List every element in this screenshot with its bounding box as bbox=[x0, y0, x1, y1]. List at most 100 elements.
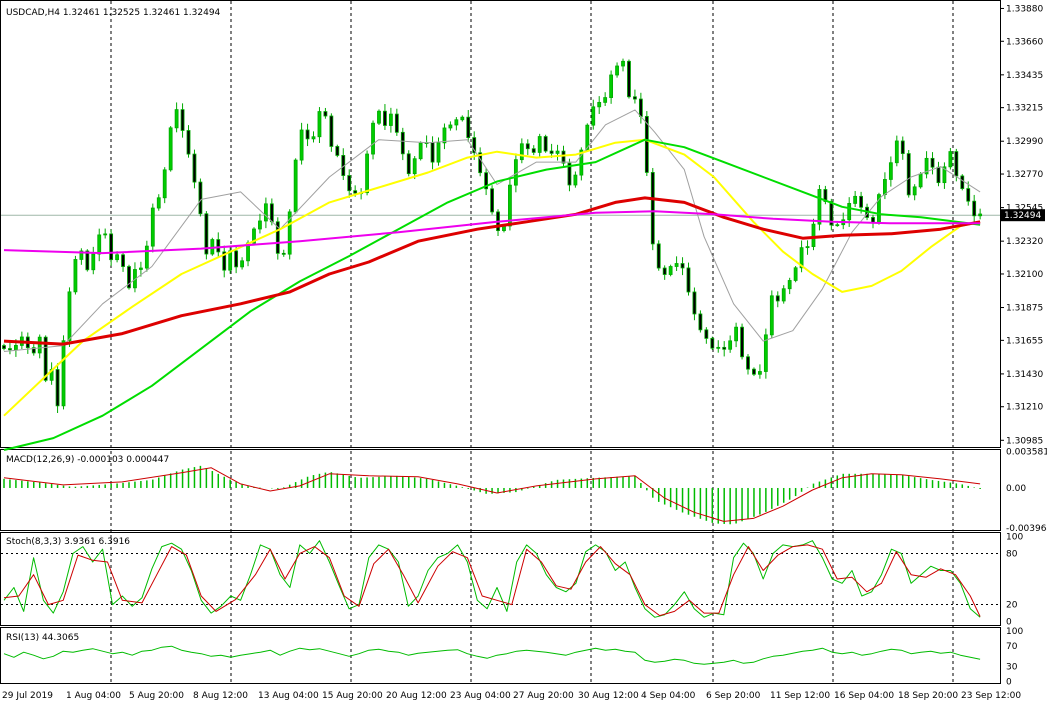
candle bbox=[287, 209, 292, 260]
candle bbox=[960, 174, 965, 191]
rsi-pane[interactable] bbox=[3, 645, 981, 665]
macd-pane[interactable] bbox=[3, 465, 981, 525]
chart-header: USDCAD,H4 1.32461 1.32525 1.32461 1.3249… bbox=[6, 8, 221, 18]
candle-body-bull bbox=[912, 186, 917, 196]
candle-body-bull bbox=[847, 203, 852, 221]
candle-body-bear bbox=[561, 150, 566, 164]
candle-body-bull bbox=[579, 149, 584, 176]
candle-body-bear bbox=[704, 329, 709, 339]
candle bbox=[240, 257, 244, 270]
candle-body-bear bbox=[543, 136, 548, 152]
candle bbox=[490, 185, 494, 215]
candle-body-bear bbox=[269, 203, 274, 223]
candle bbox=[769, 290, 774, 339]
candle bbox=[263, 197, 268, 229]
candle bbox=[627, 59, 631, 99]
candle-body-bear bbox=[662, 267, 667, 275]
pane-frames bbox=[0, 0, 1001, 684]
candle bbox=[930, 152, 935, 175]
candle bbox=[835, 222, 840, 227]
candle-body-bull bbox=[138, 267, 143, 270]
price-tag-label: 1.32494 bbox=[1004, 211, 1041, 221]
candle-body-bear bbox=[2, 345, 6, 349]
candle bbox=[383, 104, 387, 130]
candle-body-bear bbox=[234, 250, 239, 268]
price-tag-bg bbox=[1001, 209, 1045, 222]
candle bbox=[668, 264, 673, 277]
candle bbox=[781, 285, 786, 304]
price-tick-label: 1.31210 bbox=[1006, 403, 1043, 413]
candle bbox=[412, 156, 417, 180]
candle bbox=[61, 335, 66, 410]
candle-body-bear bbox=[472, 137, 477, 154]
candle bbox=[162, 167, 167, 204]
candle-body-bull bbox=[228, 250, 233, 271]
candle-body-bull bbox=[513, 159, 518, 186]
candle-body-bear bbox=[275, 221, 280, 254]
price-pane[interactable] bbox=[2, 58, 983, 451]
candle bbox=[180, 103, 185, 138]
candle bbox=[686, 262, 691, 296]
candle bbox=[948, 147, 953, 170]
candle-body-bear bbox=[722, 346, 727, 350]
candle-body-bear bbox=[752, 368, 756, 375]
candle bbox=[567, 158, 572, 192]
candle-body-bull bbox=[763, 334, 768, 372]
candle bbox=[454, 117, 459, 131]
candle bbox=[888, 156, 893, 187]
x-tick-label: 5 Aug 20:00 bbox=[129, 691, 184, 701]
candle bbox=[805, 240, 810, 255]
x-tick-label: 11 Sep 12:00 bbox=[770, 691, 830, 701]
macd-pane-frame bbox=[0, 449, 1001, 531]
candle bbox=[775, 291, 780, 308]
candle bbox=[168, 126, 173, 172]
rsi-title: RSI(13) 44.3065 bbox=[6, 633, 79, 643]
candle-body-bear bbox=[644, 116, 649, 173]
candle bbox=[91, 246, 96, 275]
candle bbox=[275, 217, 280, 260]
candle-body-bear bbox=[198, 181, 203, 215]
candle bbox=[537, 133, 542, 158]
stoch-pane[interactable] bbox=[1, 540, 1000, 618]
candle-body-bear bbox=[954, 151, 959, 177]
candle bbox=[121, 252, 125, 272]
candle bbox=[442, 123, 447, 150]
candle bbox=[692, 287, 697, 321]
candle bbox=[37, 334, 42, 359]
candle-body-bear bbox=[281, 252, 286, 255]
stoch-tick-label: 20 bbox=[1006, 601, 1018, 611]
candle bbox=[174, 102, 179, 133]
candle bbox=[525, 139, 530, 155]
candle-body-bull bbox=[734, 326, 739, 342]
candle bbox=[644, 111, 649, 177]
candle-body-bull bbox=[67, 291, 72, 342]
x-tick-label: 16 Sep 04:00 bbox=[834, 691, 894, 701]
candle bbox=[555, 144, 560, 161]
candle-body-bear bbox=[531, 148, 536, 153]
price-tick-label: 1.33660 bbox=[1006, 37, 1043, 47]
candle bbox=[519, 138, 524, 164]
candle bbox=[478, 147, 483, 177]
candle-body-bull bbox=[293, 159, 298, 213]
candle bbox=[508, 177, 512, 231]
x-tick-label: 20 Aug 12:00 bbox=[386, 691, 447, 701]
candle bbox=[752, 367, 756, 377]
candle bbox=[388, 107, 393, 133]
candle-body-bull bbox=[168, 127, 173, 171]
candle-body-bull bbox=[573, 174, 578, 186]
candle-body-bear bbox=[55, 369, 60, 407]
candle-body-bull bbox=[454, 119, 459, 126]
candle-body-bull bbox=[436, 142, 441, 163]
candle-body-bull bbox=[508, 184, 512, 227]
x-tick-label: 15 Aug 20:00 bbox=[322, 691, 383, 701]
candle-body-bear bbox=[335, 146, 340, 156]
price-tick-label: 1.32100 bbox=[1006, 270, 1043, 280]
x-tick-label: 4 Sep 04:00 bbox=[641, 691, 696, 701]
candle bbox=[192, 149, 197, 189]
macd-title: MACD(12,26,9) -0.000103 0.000447 bbox=[6, 455, 169, 465]
candle bbox=[698, 310, 703, 333]
stoch-pane-frame bbox=[0, 532, 1001, 626]
candle bbox=[954, 148, 959, 182]
